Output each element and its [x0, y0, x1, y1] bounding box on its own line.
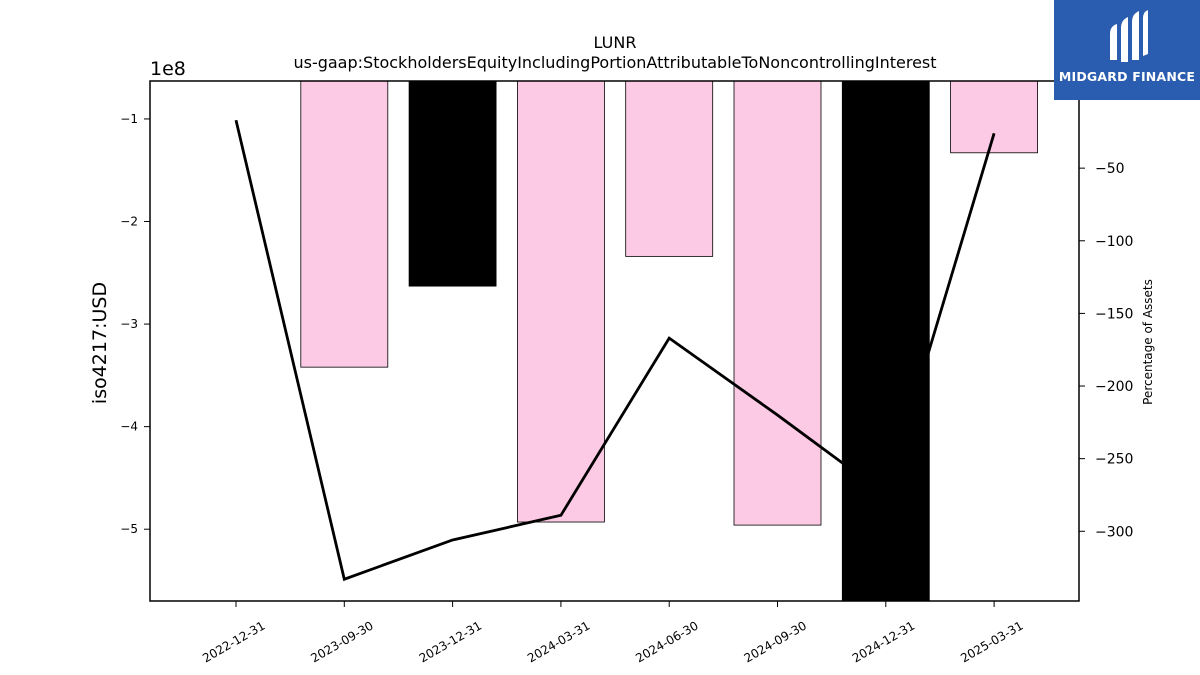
y2-tick-label: −250	[1095, 452, 1133, 468]
y2-tick-label: −100	[1095, 234, 1133, 250]
y2-tick-label: −50	[1095, 161, 1125, 177]
x-tick-label: 2025-03-31	[958, 618, 1025, 665]
x-axis: 2022-12-31 2023-09-30 2023-12-31 2024-03-31…	[200, 601, 1026, 665]
chart-subtitle: us-gaap:StockholdersEquityIncludingPorti…	[293, 53, 936, 72]
y-tick-label: −2	[120, 215, 138, 229]
bar-2024-09-30	[733, 80, 822, 526]
x-tick-label: 2024-03-31	[525, 618, 592, 665]
bar-2023-12-31	[408, 80, 497, 287]
y-tick-label: −3	[120, 317, 138, 331]
x-tick-label: 2024-12-31	[850, 618, 917, 665]
percentage-line	[234, 119, 996, 582]
y2-axis: −50 −100 −150 −200 −250 −300	[1079, 161, 1133, 540]
y-axis: −1 −2 −3 −4 −5	[120, 112, 150, 536]
y-tick-label: −1	[120, 112, 138, 126]
line-group	[234, 119, 996, 582]
bar-2024-06-30	[625, 80, 714, 257]
midgard-logo-icon	[1110, 10, 1148, 62]
x-tick-label: 2022-12-31	[200, 618, 267, 665]
bars-group	[300, 80, 1038, 602]
y2-tick-label: −200	[1095, 379, 1133, 395]
x-tick-label: 2024-06-30	[633, 618, 700, 665]
plot-frame	[149, 80, 1080, 602]
y-tick-label: −5	[120, 522, 138, 536]
bar-2024-03-31	[517, 80, 605, 523]
chart-title: LUNR	[594, 33, 637, 52]
y-tick-label: −4	[120, 420, 138, 434]
x-tick-label: 2023-09-30	[308, 618, 375, 665]
logo-text: MIDGARD FINANCE	[1058, 69, 1196, 84]
bar-2023-09-30	[300, 80, 389, 368]
y2-tick-label: −150	[1095, 306, 1133, 322]
bar-2025-03-31	[950, 80, 1038, 154]
x-tick-label: 2023-12-31	[417, 618, 484, 665]
y-offset-label: 1e8	[150, 58, 186, 80]
midgard-finance-logo: MIDGARD FINANCE	[1054, 0, 1200, 100]
y-axis-label: iso4217:USD	[89, 282, 111, 404]
y2-axis-label: Percentage of Assets	[1141, 279, 1155, 405]
y2-tick-label: −300	[1095, 524, 1133, 540]
bar-2024-12-31	[841, 80, 930, 602]
x-tick-label: 2024-09-30	[742, 618, 809, 665]
